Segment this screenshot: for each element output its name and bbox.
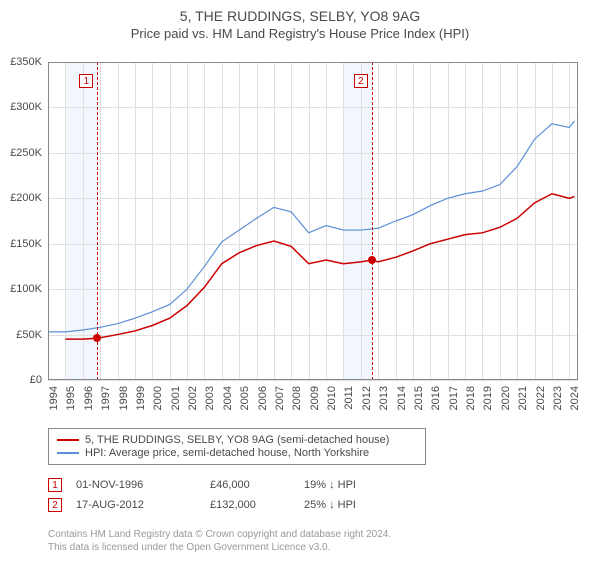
legend-label: 5, THE RUDDINGS, SELBY, YO8 9AG (semi-de…: [85, 434, 389, 446]
x-axis-label: 2010: [326, 386, 338, 410]
x-axis-label: 2015: [413, 386, 425, 410]
sale-row: 1 01-NOV-1996 £46,000 19% ↓ HPI: [48, 478, 404, 492]
sale-price: £132,000: [210, 499, 290, 511]
y-axis-label: £100K: [10, 283, 42, 295]
footer-attribution: Contains HM Land Registry data © Crown c…: [48, 528, 391, 554]
x-axis-label: 2001: [170, 386, 182, 410]
x-axis-label: 2009: [309, 386, 321, 410]
legend-swatch: [57, 439, 79, 441]
plot-area: 12 £0£50K£100K£150K£200K£250K£300K£350K …: [48, 62, 578, 380]
x-axis-label: 2016: [430, 386, 442, 410]
x-axis-label: 2014: [396, 386, 408, 410]
y-axis-label: £250K: [10, 147, 42, 159]
sale-vs-hpi: 25% ↓ HPI: [304, 499, 404, 511]
x-axis-label: 2006: [257, 386, 269, 410]
x-axis-label: 2002: [187, 386, 199, 410]
x-axis-label: 2011: [343, 386, 355, 410]
y-axis-label: £0: [30, 374, 42, 386]
footer-line-2: This data is licensed under the Open Gov…: [48, 541, 391, 554]
x-axis-label: 2023: [552, 386, 564, 410]
x-axis-label: 2007: [274, 386, 286, 410]
y-axis-label: £300K: [10, 101, 42, 113]
legend-swatch: [57, 452, 79, 454]
chart-subtitle: Price paid vs. HM Land Registry's House …: [0, 26, 600, 41]
sales-table: 1 01-NOV-1996 £46,000 19% ↓ HPI 2 17-AUG-2012…: [48, 478, 404, 518]
x-axis-label: 2021: [517, 386, 529, 410]
x-axis-label: 2018: [465, 386, 477, 410]
sale-vs-hpi: 19% ↓ HPI: [304, 479, 404, 491]
chart-container: 5, THE RUDDINGS, SELBY, YO8 9AG Price pa…: [0, 8, 600, 568]
legend-label: HPI: Average price, semi-detached house,…: [85, 447, 369, 459]
x-axis-label: 2003: [204, 386, 216, 410]
sale-date: 01-NOV-1996: [76, 479, 196, 491]
x-axis-label: 2000: [152, 386, 164, 410]
sale-index-box: 2: [48, 498, 62, 512]
sale-date: 17-AUG-2012: [76, 499, 196, 511]
x-axis-label: 2004: [222, 386, 234, 410]
legend-row: 5, THE RUDDINGS, SELBY, YO8 9AG (semi-de…: [57, 434, 417, 446]
x-axis-label: 1994: [48, 386, 60, 410]
x-axis-label: 2008: [291, 386, 303, 410]
x-axis-label: 2012: [361, 386, 373, 410]
chart-title: 5, THE RUDDINGS, SELBY, YO8 9AG: [0, 8, 600, 24]
sale-index-box: 1: [48, 478, 62, 492]
y-axis-label: £50K: [16, 329, 42, 341]
x-axis-label: 1995: [65, 386, 77, 410]
x-axis-label: 1997: [100, 386, 112, 410]
y-axis-label: £350K: [10, 56, 42, 68]
x-axis-label: 2019: [482, 386, 494, 410]
y-axis-label: £200K: [10, 192, 42, 204]
legend-box: 5, THE RUDDINGS, SELBY, YO8 9AG (semi-de…: [48, 428, 426, 465]
x-axis-label: 2005: [239, 386, 251, 410]
sale-price: £46,000: [210, 479, 290, 491]
footer-line-1: Contains HM Land Registry data © Crown c…: [48, 528, 391, 541]
x-axis-label: 2022: [535, 386, 547, 410]
grid-line-h: [48, 380, 578, 381]
legend-row: HPI: Average price, semi-detached house,…: [57, 447, 417, 459]
x-axis-label: 1998: [118, 386, 130, 410]
x-axis-label: 2013: [378, 386, 390, 410]
x-axis-label: 1999: [135, 386, 147, 410]
sale-row: 2 17-AUG-2012 £132,000 25% ↓ HPI: [48, 498, 404, 512]
plot-border: [48, 62, 578, 380]
x-axis-label: 2020: [500, 386, 512, 410]
x-axis-label: 2024: [569, 386, 581, 410]
x-axis-label: 2017: [448, 386, 460, 410]
y-axis-label: £150K: [10, 238, 42, 250]
x-axis-label: 1996: [83, 386, 95, 410]
